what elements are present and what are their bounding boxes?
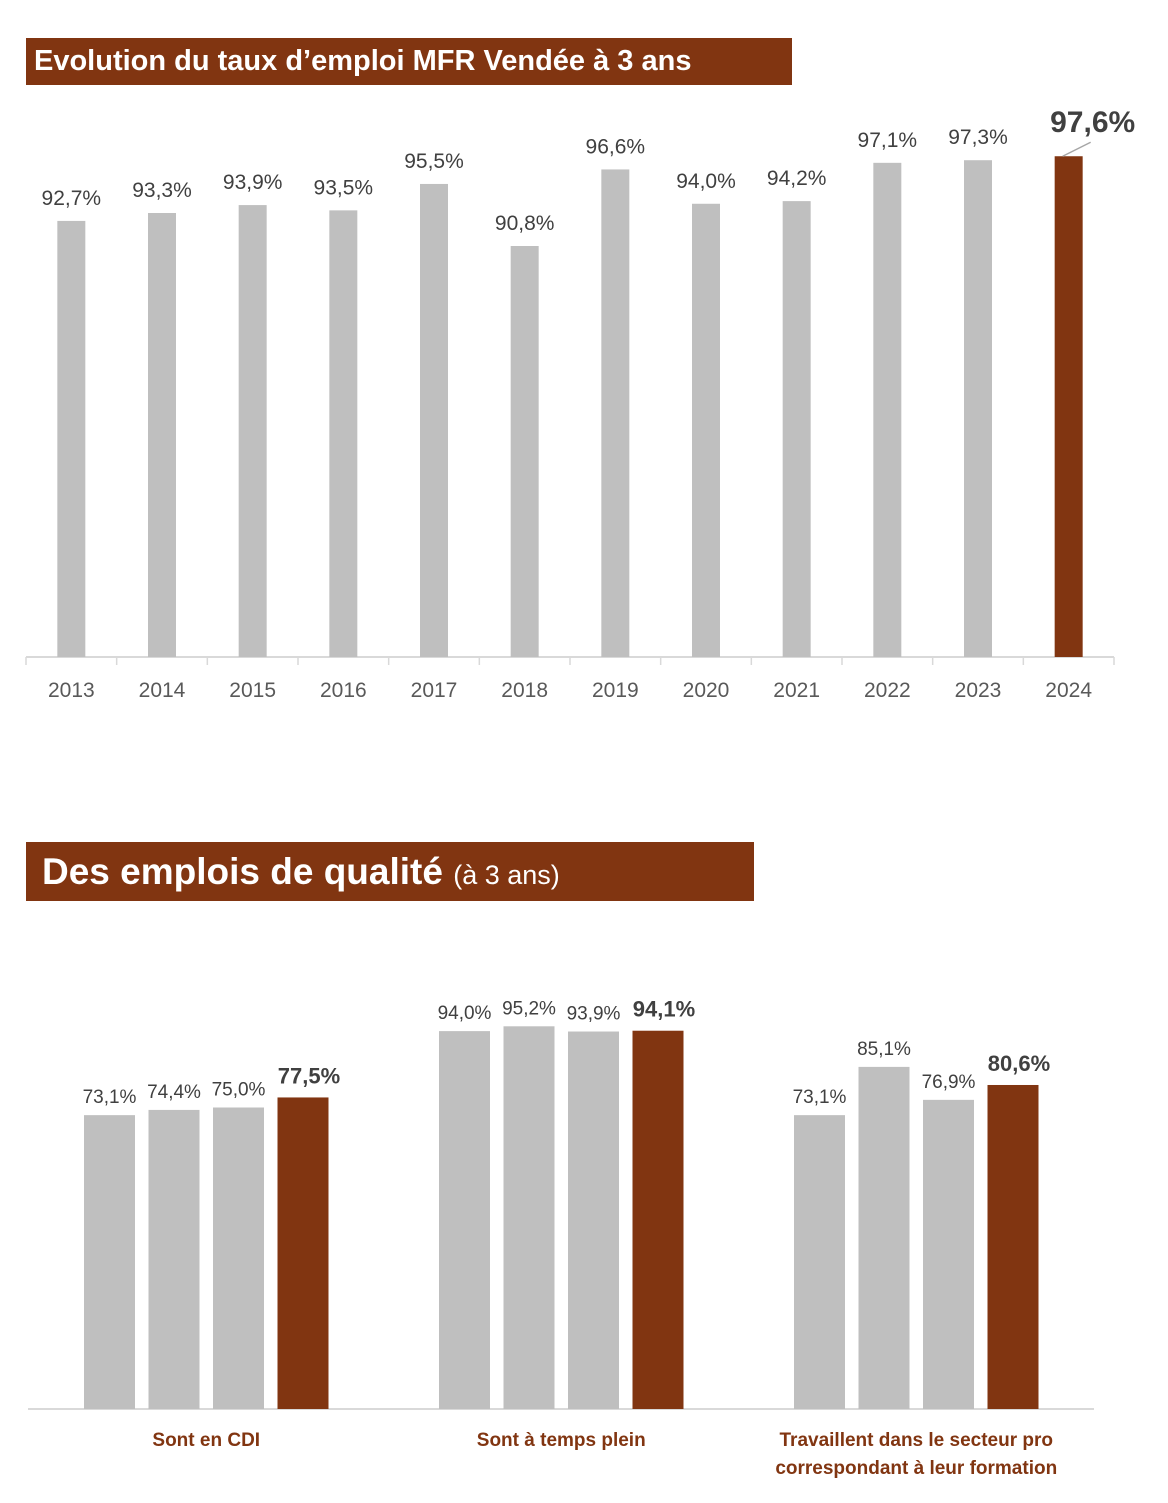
bar-2015	[238, 205, 267, 657]
data-label: 93,9%	[567, 1004, 621, 1025]
bar-2018	[510, 246, 539, 657]
bar-group1-series2	[148, 1109, 200, 1409]
data-label: 93,9%	[223, 171, 283, 194]
data-label: 94,0%	[438, 1003, 492, 1024]
bar-group2-series3	[568, 1031, 619, 1409]
bar-2017	[420, 183, 448, 657]
bar-2024	[1054, 156, 1083, 658]
data-label-highlight: 77,5%	[278, 1063, 340, 1088]
bar-group3-series1	[794, 1115, 845, 1409]
x-tick-label: 2023	[955, 679, 1002, 702]
data-label: 94,0%	[676, 170, 736, 193]
data-label: 96,6%	[586, 135, 646, 158]
data-label: 93,5%	[314, 176, 374, 199]
x-tick-label: 2017	[411, 679, 458, 702]
category-label: correspondant à leur formation	[775, 1458, 1057, 1479]
bar-group1-series3	[213, 1107, 264, 1409]
bar-2013	[57, 220, 86, 658]
data-label: 90,8%	[495, 212, 555, 235]
bar-2019	[601, 169, 630, 657]
bar-2016	[329, 210, 358, 658]
bar-group3-series4	[987, 1084, 1039, 1409]
bar-group2-series1	[439, 1031, 490, 1409]
bar-group3-series3	[923, 1099, 974, 1409]
x-tick-label: 2024	[1045, 679, 1092, 702]
data-label: 97,1%	[858, 129, 918, 152]
chart2-title-banner: Des emplois de qualité (à 3 ans)	[26, 842, 754, 901]
x-tick-label: 2013	[48, 679, 95, 702]
x-tick-label: 2018	[501, 679, 548, 702]
category-label: Sont en CDI	[152, 1430, 260, 1451]
bar-2023	[964, 160, 992, 657]
bar-group1-series4	[277, 1097, 329, 1409]
data-label: 92,7%	[42, 187, 102, 210]
data-label: 76,9%	[922, 1072, 976, 1093]
category-label: Sont à temps plein	[477, 1430, 646, 1451]
chart2-subtitle: (à 3 ans)	[453, 860, 560, 890]
data-label: 85,1%	[857, 1039, 911, 1060]
data-label: 94,2%	[767, 167, 827, 190]
bar-2020	[692, 203, 720, 657]
bar-2014	[148, 213, 176, 657]
data-label: 74,4%	[147, 1082, 201, 1103]
x-tick-label: 2020	[683, 679, 730, 702]
x-tick-label: 2021	[773, 679, 820, 702]
chart-employment-rate-evolution: 92,7% 2013 93,3% 2014 93,9% 2015 93,5% 2016 95,5…	[25, 106, 1135, 702]
bar-group1-series1	[84, 1115, 135, 1409]
data-label: 73,1%	[793, 1087, 847, 1108]
leader-line	[1062, 141, 1092, 157]
category-label: Travaillent dans le secteur pro	[780, 1430, 1054, 1451]
chart1-title: Evolution du taux d’emploi MFR Vendée à …	[34, 45, 692, 77]
data-label: 95,5%	[404, 150, 464, 173]
x-tick-label: 2016	[320, 679, 367, 702]
data-label: 73,1%	[83, 1087, 137, 1108]
x-tick-label: 2022	[864, 679, 911, 702]
bar-group2-series4	[632, 1030, 684, 1409]
data-label: 75,0%	[212, 1080, 266, 1101]
x-tick-label: 2019	[592, 679, 639, 702]
chart1-title-banner: Evolution du taux d’emploi MFR Vendée à …	[26, 38, 792, 85]
chart2-title: Des emplois de qualité	[42, 851, 443, 892]
bar-2021	[782, 201, 811, 657]
data-label: 93,3%	[132, 179, 192, 202]
data-label: 95,2%	[502, 998, 556, 1019]
bar-group2-series2	[503, 1026, 555, 1409]
data-label-highlight: 94,1%	[633, 997, 695, 1022]
data-label-highlight: 97,6%	[1050, 106, 1135, 139]
data-label: 97,3%	[948, 126, 1008, 149]
bar-group3-series2	[858, 1066, 910, 1409]
data-label-highlight: 80,6%	[988, 1051, 1050, 1076]
x-tick-label: 2014	[139, 679, 186, 702]
bar-2022	[873, 162, 902, 657]
x-tick-label: 2015	[229, 679, 276, 702]
